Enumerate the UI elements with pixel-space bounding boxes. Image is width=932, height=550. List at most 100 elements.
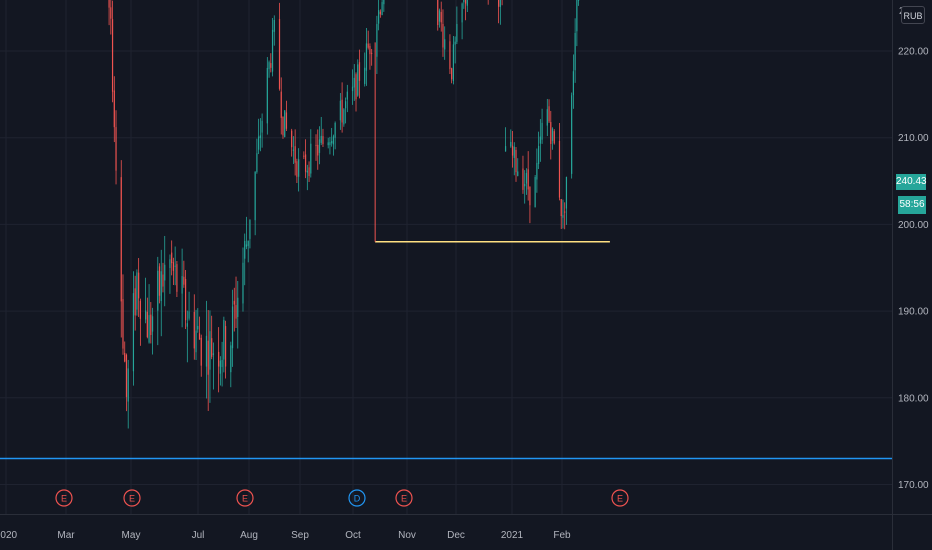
drawings-overlay[interactable] (374, 42, 610, 243)
candle-body (115, 127, 117, 171)
candle-body (504, 146, 507, 152)
candle-body (498, 0, 500, 7)
candle-body (451, 68, 453, 80)
candle-body (536, 162, 538, 180)
time-tick-label: Aug (240, 530, 258, 541)
time-axis[interactable]: 2020 Mar May Jul Aug Sep Oct Nov Dec 2021 Feb (0, 514, 932, 542)
candle-body (329, 142, 331, 146)
time-tick-label: Oct (345, 530, 361, 541)
candle-body (364, 67, 366, 84)
candle-body (303, 155, 305, 157)
candle-body (169, 259, 171, 269)
candle-body (376, 24, 378, 57)
candle-body (546, 109, 548, 126)
dividend-marker[interactable]: D (348, 489, 366, 507)
candle-body (186, 323, 188, 327)
candle-body (132, 293, 135, 372)
currency-button[interactable]: RUB (901, 6, 925, 24)
event-marker-label: E (401, 494, 407, 504)
candle-body (548, 106, 550, 122)
price-tick-label: 180.00 (898, 393, 929, 404)
candle-body (294, 146, 296, 163)
candle-body (249, 219, 251, 239)
candle-body (466, 0, 468, 6)
candle-body (308, 167, 310, 177)
candle-body (525, 173, 528, 184)
candle-body (158, 266, 161, 296)
candle-body (205, 335, 208, 367)
earnings-marker[interactable]: E (395, 489, 413, 507)
candle-body (266, 67, 268, 124)
candle-body (183, 276, 185, 285)
event-marker-label: E (129, 494, 135, 504)
candle-body (174, 265, 176, 267)
candle-body (298, 159, 300, 177)
candle-body (357, 64, 359, 96)
candle-body (211, 338, 213, 357)
time-tick-label: Mar (57, 530, 75, 541)
candle-body (367, 43, 369, 48)
candle-body (358, 62, 361, 81)
candle-body (517, 171, 519, 176)
candle-body (371, 52, 373, 54)
candle-body (271, 29, 274, 72)
candle-body (273, 19, 275, 32)
event-marker-circle (348, 489, 366, 507)
candle-body (233, 300, 235, 305)
drawings-layer[interactable] (0, 0, 932, 460)
candle-body (282, 116, 284, 136)
time-tick-label: 2020 (0, 530, 18, 541)
event-marker-label: E (61, 494, 67, 504)
candle-body (304, 154, 307, 172)
candle-body (437, 0, 439, 26)
candle-body (212, 353, 215, 355)
candle-body (291, 130, 293, 148)
candle-body (237, 297, 239, 317)
earnings-marker[interactable]: E (123, 489, 141, 507)
candle-body (553, 131, 555, 144)
candle-body (351, 86, 354, 92)
candle-body (136, 272, 138, 310)
earnings-marker[interactable]: E (611, 489, 629, 507)
candle-body (110, 7, 112, 19)
event-marker-circle (236, 489, 254, 507)
event-marker-label: D (354, 494, 361, 504)
candle-body (113, 90, 115, 128)
candle-body (317, 144, 319, 156)
candle-body (320, 135, 322, 143)
candle-body (332, 136, 335, 145)
candle-body (171, 252, 173, 264)
time-tick-label: Jul (192, 530, 205, 541)
candle-body (306, 170, 308, 173)
candle-body (515, 149, 517, 173)
candle-body (268, 62, 270, 70)
candle-body (247, 240, 249, 246)
candle-body (148, 315, 150, 343)
candle-body (150, 314, 152, 336)
candle-body (318, 139, 321, 153)
candle-body (513, 146, 515, 158)
candle-body (463, 0, 465, 3)
candle-body (138, 272, 140, 299)
candlestick-series (108, 0, 580, 429)
price-tick-label: 170.00 (898, 480, 929, 491)
candle-body (224, 326, 227, 367)
price-axis[interactable]: 170.00180.00190.00200.00210.00220.00230.… (892, 0, 930, 550)
candle-body (122, 299, 124, 349)
candle-body (560, 199, 562, 217)
event-marker-circle (611, 489, 629, 507)
candle-body (310, 143, 312, 174)
earnings-marker[interactable]: E (236, 489, 254, 507)
candle-body (464, 0, 467, 4)
candle-body (207, 340, 209, 375)
price-tick-label: 190.00 (898, 307, 929, 318)
candle-body (139, 300, 141, 319)
candle-body (242, 262, 244, 304)
candle-body (534, 176, 536, 208)
candle-body (574, 33, 576, 71)
candle-body (245, 244, 248, 247)
candle-body (256, 153, 258, 173)
earnings-marker[interactable]: E (55, 489, 73, 507)
